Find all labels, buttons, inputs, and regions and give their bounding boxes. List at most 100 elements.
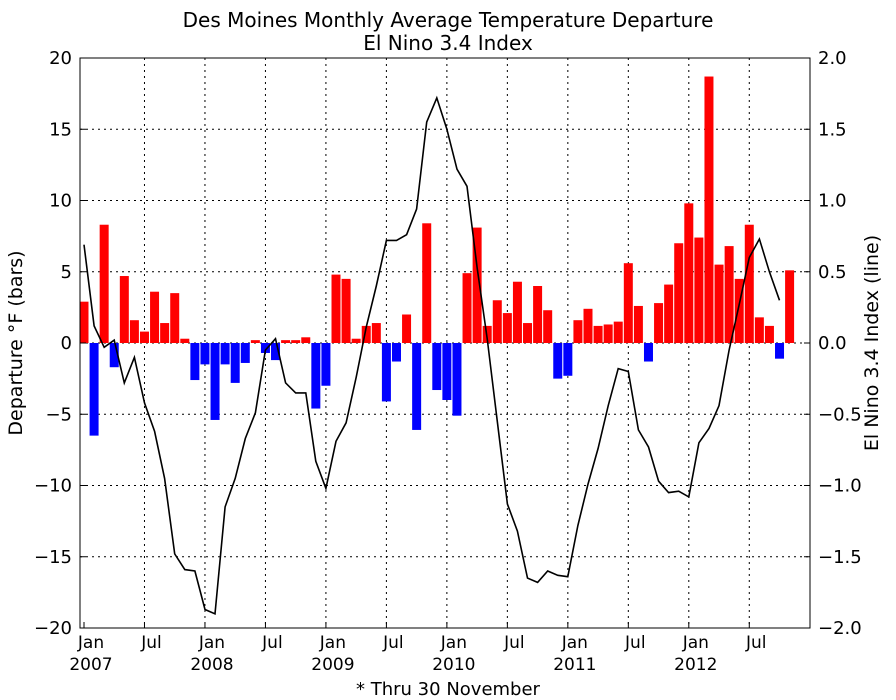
y-tick-label: 5 — [61, 262, 72, 283]
bar-departure — [432, 343, 442, 391]
bar-departure — [724, 246, 734, 343]
x-tick-year: 2010 — [432, 655, 475, 675]
bar-departure — [613, 321, 623, 343]
bar-departure — [654, 303, 664, 343]
bar-departure — [341, 278, 351, 343]
y-tick-label: −10 — [34, 476, 72, 497]
bar-departure — [764, 325, 774, 343]
bar-departure — [412, 343, 422, 430]
bar-departure — [754, 317, 764, 343]
x-tick-month: Jan — [319, 633, 346, 653]
bar-departure — [230, 343, 240, 383]
x-tick-year: 2008 — [190, 655, 233, 675]
bar-departure — [281, 340, 291, 343]
bar-departure — [452, 343, 462, 416]
x-tick-month: Jan — [440, 633, 467, 653]
x-tick-month: Jul — [745, 633, 767, 653]
x-tick-month: Jan — [198, 633, 225, 653]
bar-departure — [361, 325, 371, 343]
bar-departure — [180, 338, 190, 343]
bar-departure — [674, 243, 684, 343]
bar-departure — [573, 320, 583, 343]
bar-departure — [99, 224, 109, 343]
bar-departure — [785, 270, 795, 343]
x-tick-year: 2012 — [674, 655, 717, 675]
bar-departure — [462, 273, 472, 343]
bar-departure — [775, 343, 785, 359]
y2-tick-label: −1.5 — [818, 547, 862, 568]
bar-departure — [512, 281, 522, 343]
bar-departure — [523, 323, 533, 343]
bar-departure — [381, 343, 391, 402]
bar-departure — [250, 340, 260, 343]
bar-departure — [684, 203, 694, 343]
x-tick-month: Jul — [382, 633, 404, 653]
bars — [79, 76, 795, 436]
bar-departure — [220, 343, 230, 365]
bar-departure — [553, 343, 563, 379]
bar-departure — [160, 323, 170, 343]
bar-departure — [371, 323, 381, 343]
y-axis-right: 2.0 1.5 1.0 0.5 0.0 −0.5 −1.0 −1.5 −2.0 — [804, 48, 862, 639]
bar-departure — [714, 264, 724, 343]
bar-departure — [139, 331, 149, 343]
bar-departure — [563, 343, 573, 376]
x-tick-year: 2009 — [311, 655, 354, 675]
bar-departure — [89, 343, 99, 436]
bar-departure — [744, 224, 754, 343]
bar-departure — [623, 263, 633, 343]
bar-departure — [129, 320, 139, 343]
x-tick-month: Jul — [140, 633, 162, 653]
x-tick-month: Jan — [561, 633, 588, 653]
y-tick-label: −15 — [34, 547, 72, 568]
bar-departure — [633, 305, 643, 343]
bar-departure — [543, 310, 553, 343]
bar-departure — [402, 314, 412, 343]
bar-departure — [210, 343, 220, 420]
y2-axis-label: El Nino 3.4 Index (line) — [861, 235, 883, 451]
x-tick-month: Jul — [261, 633, 283, 653]
y-axis-label: Departure °F (bars) — [5, 250, 27, 435]
y-axis-left: 20 15 10 5 0 −5 −10 −15 −20 — [34, 48, 86, 639]
bar-departure — [311, 343, 321, 409]
index-line-group — [83, 95, 781, 615]
y-tick-label: −20 — [34, 618, 72, 639]
bar-departure — [422, 223, 432, 343]
bar-departure — [391, 343, 401, 362]
x-tick-month: Jan — [77, 633, 104, 653]
bar-departure — [643, 343, 653, 362]
x-tick-year: 2011 — [553, 655, 596, 675]
bar-departure — [502, 313, 512, 343]
y-tick-label: 0 — [61, 333, 72, 354]
bar-departure — [442, 343, 452, 400]
bar-departure — [291, 340, 301, 343]
bar-departure — [492, 300, 502, 343]
y2-tick-label: 2.0 — [818, 48, 847, 69]
bar-departure — [472, 227, 482, 343]
bar-departure — [593, 325, 603, 343]
bar-departure — [119, 276, 129, 343]
bar-departure — [260, 343, 270, 353]
bar-departure — [271, 343, 281, 361]
bar-departure — [351, 338, 361, 343]
bar-departure — [321, 343, 331, 386]
x-tick-month: Jul — [503, 633, 525, 653]
bar-departure — [240, 343, 250, 363]
x-tick-year: 2007 — [69, 655, 112, 675]
bar-departure — [170, 293, 180, 343]
y2-tick-label: −0.5 — [818, 404, 862, 425]
bar-departure — [704, 76, 714, 344]
bar-departure — [200, 343, 210, 365]
series-line-elnino — [83, 95, 781, 615]
bar-departure — [533, 286, 543, 343]
bar-departure — [301, 337, 311, 343]
y-tick-label: −5 — [45, 404, 72, 425]
bar-departure — [734, 278, 744, 343]
bar-departure — [79, 301, 89, 343]
y2-tick-label: −2.0 — [818, 618, 862, 639]
y2-tick-label: 1.5 — [818, 119, 847, 140]
bar-departure — [694, 237, 704, 343]
bar-departure — [603, 324, 613, 343]
